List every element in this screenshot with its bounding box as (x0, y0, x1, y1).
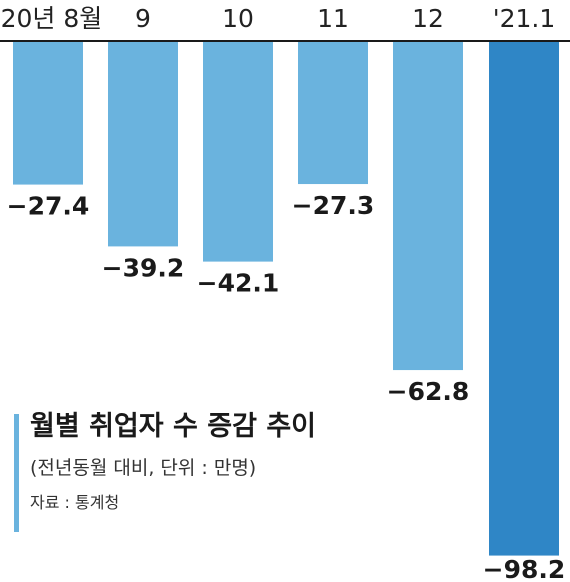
bar-0 (13, 41, 83, 185)
bar-5 (489, 41, 559, 556)
value-label-1: −39.2 (102, 253, 185, 282)
value-label-2: −42.1 (197, 269, 280, 298)
bar-2 (203, 41, 273, 262)
chart-title: 월별 취업자 수 증감 추이 (30, 411, 316, 442)
chart-legend: 월별 취업자 수 증감 추이 (전년동월 대비, 단위 : 만명) 자료 : 통… (14, 410, 316, 532)
value-label-5: −98.2 (483, 555, 566, 582)
bar-1 (108, 41, 178, 247)
category-label-2: 10 (222, 4, 254, 33)
category-label-1: 9 (135, 4, 151, 33)
chart-source: 자료 : 통계청 (30, 493, 120, 512)
legend-accent-bar (14, 414, 19, 532)
category-label-4: 12 (412, 4, 444, 33)
category-label-5: '21.1 (493, 4, 556, 33)
bar-4 (393, 41, 463, 371)
value-label-3: −27.3 (292, 191, 375, 220)
category-label-0: '20년 8월 (0, 4, 102, 33)
category-label-3: 11 (317, 4, 349, 33)
chart-subtitle: (전년동월 대비, 단위 : 만명) (30, 457, 257, 479)
value-label-0: −27.4 (7, 192, 90, 221)
value-label-4: −62.8 (387, 377, 470, 406)
bar-3 (298, 41, 368, 185)
